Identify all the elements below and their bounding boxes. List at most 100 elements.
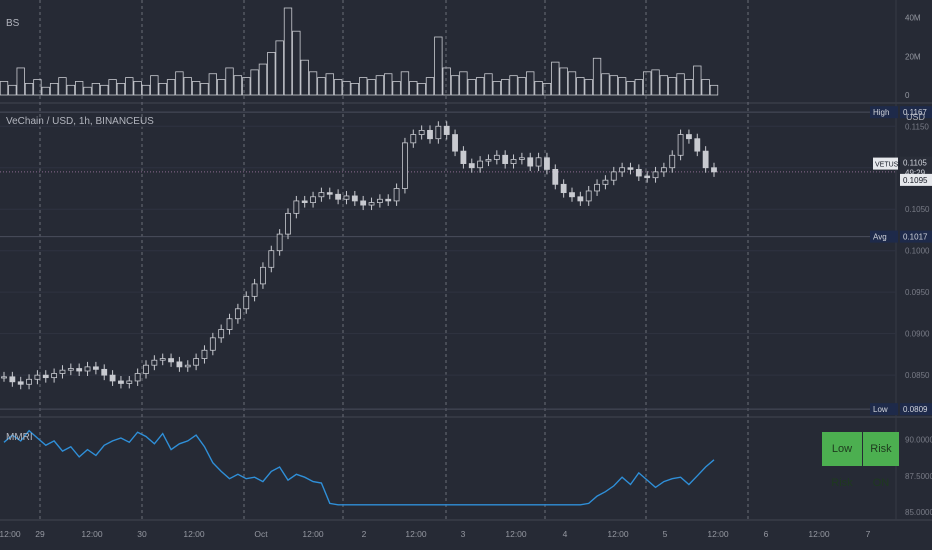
candle-body [569, 192, 575, 198]
candle-body [544, 157, 550, 170]
volume-bar [567, 71, 577, 96]
avg-tag-bg [870, 230, 898, 243]
candle-body [552, 168, 559, 185]
candle-body [326, 192, 333, 195]
volume-bar [283, 7, 293, 96]
volume-bar [133, 81, 142, 96]
volume-bar [643, 71, 652, 96]
candle-body [59, 369, 66, 374]
price-tick-label: 0.1000 [905, 247, 930, 256]
candle-body [560, 183, 567, 194]
symbol-value-bg [900, 156, 932, 179]
symbol-value: 0.1105 [903, 159, 927, 168]
candle-body [610, 171, 617, 181]
x-axis-label: 5 [663, 529, 668, 539]
low-tag-bg [870, 403, 898, 416]
candle-body [201, 349, 208, 359]
candle-body [209, 337, 216, 351]
candle-body [9, 376, 16, 383]
price-currency-label: USD [906, 112, 926, 122]
candle-body [376, 198, 383, 203]
volume-bar [359, 77, 368, 96]
x-axis-label: 12:00 [405, 529, 427, 539]
volume-bar [668, 77, 677, 96]
candle-body [159, 358, 166, 361]
candle-body [385, 198, 392, 202]
candle-body [493, 154, 500, 160]
candle-body [143, 364, 149, 374]
volume-bar [225, 67, 234, 96]
candle-body [652, 171, 659, 179]
price-tick-label: 0.1150 [905, 122, 929, 131]
x-axis-label: Oct [254, 529, 268, 539]
candle-body [285, 212, 291, 235]
candle-body [243, 295, 250, 310]
volume-bar [375, 75, 385, 96]
candle-body [410, 134, 417, 144]
risk-on-badge: Risk ON [863, 432, 899, 489]
volume-bar [501, 79, 510, 96]
candle-body [510, 159, 517, 164]
candle-body [310, 196, 316, 203]
volume-bar [417, 83, 426, 96]
x-axis-label: 4 [563, 529, 568, 539]
volume-bar [576, 77, 585, 96]
volume-bar [175, 71, 184, 96]
x-axis-label: 30 [137, 529, 147, 539]
avg-value-bg [900, 230, 932, 243]
volume-bar [325, 73, 334, 96]
volume-bar [250, 69, 259, 96]
volume-bar [400, 71, 410, 96]
candle-body [293, 200, 300, 214]
candle-body [702, 150, 709, 169]
price-tick-label: 0.0950 [905, 288, 930, 297]
volume-bar [509, 75, 518, 96]
x-axis-label: 7 [866, 529, 871, 539]
candle-body [585, 190, 592, 202]
symbol-tag-label: VETUSD [875, 162, 903, 169]
volume-bar [693, 65, 702, 96]
volume-bar [75, 81, 84, 96]
volume-bar [484, 73, 493, 96]
candle-body [518, 157, 525, 160]
candle-body [660, 167, 667, 173]
countdown: 49:29 [905, 169, 926, 178]
volume-bar [300, 59, 309, 96]
volume-bar [217, 79, 226, 96]
volume-bar [626, 81, 635, 96]
x-axis-label: 6 [764, 529, 769, 539]
volume-bar [24, 83, 34, 96]
volume-bar [517, 77, 527, 96]
low-value: 0.0809 [903, 405, 928, 414]
indicator-tick-label: 85.0000 [905, 508, 932, 517]
volume-bar [33, 79, 42, 96]
avg-tag-label: Avg [873, 233, 887, 242]
low-tag-label: Low [873, 405, 888, 414]
volume-bar [166, 79, 176, 96]
volume-bar [49, 83, 59, 96]
candle-body [42, 374, 49, 379]
candle-body [535, 157, 542, 167]
low-risk-badge: Low Risk [822, 432, 862, 489]
volume-bar [66, 84, 75, 96]
candle-body [343, 195, 350, 200]
candle-body [276, 233, 283, 252]
candle-body [694, 138, 701, 152]
volume-bar [434, 36, 443, 96]
candle-body [260, 266, 266, 285]
volume-bar [0, 81, 9, 96]
candle-body [134, 373, 141, 382]
candle-body [619, 167, 626, 173]
last-value-bg [900, 173, 932, 186]
candle-body [393, 188, 400, 202]
price-pane-title: VeChain / USD, 1h, BINANCEUS [6, 116, 154, 127]
volume-tick-label: 0 [905, 91, 910, 100]
volume-bar [425, 77, 435, 96]
volume-bar [150, 75, 159, 96]
candle-body [126, 380, 133, 384]
volume-bar [191, 81, 201, 96]
volume-bar [16, 67, 25, 96]
volume-bar [659, 75, 669, 96]
symbol-tag-bg [873, 157, 898, 170]
